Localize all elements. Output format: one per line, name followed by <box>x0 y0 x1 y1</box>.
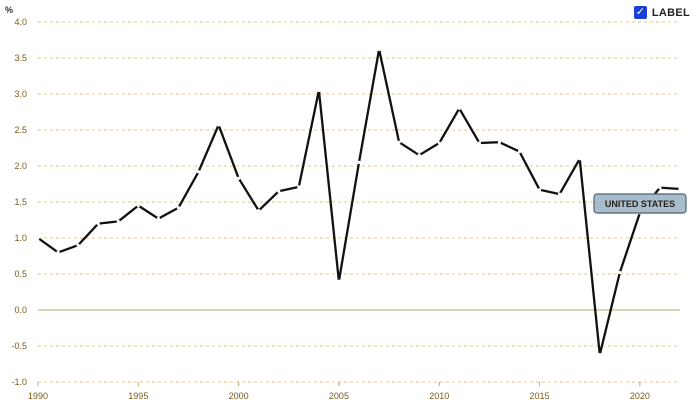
data-point <box>457 106 461 110</box>
data-point <box>417 153 421 157</box>
y-tick-label: 0.5 <box>14 269 27 279</box>
data-point <box>156 216 160 221</box>
data-point <box>136 204 140 208</box>
label-checkbox[interactable]: ✓ <box>633 6 647 19</box>
y-tick-label: 3.5 <box>14 53 27 63</box>
data-point <box>216 123 221 127</box>
x-tick-label: 1990 <box>28 391 48 401</box>
x-axis-ticks: 1990 1995 2000 2005 2010 2015 2020 <box>28 382 650 401</box>
data-point <box>598 353 602 357</box>
x-tick-label: 2020 <box>630 391 650 401</box>
data-point <box>196 170 201 174</box>
y-tick-label: -1.0 <box>11 377 27 387</box>
label-toggle[interactable]: ✓ LABEL <box>633 6 690 19</box>
data-point <box>578 157 582 161</box>
data-point <box>658 186 662 190</box>
data-point <box>357 160 361 164</box>
data-point <box>397 140 401 144</box>
y-axis-ticks: 4.0 3.5 3.0 2.5 2.0 1.5 1.0 0.5 0.0 -0.5 -1.0 <box>11 17 27 387</box>
x-tick-label: 2015 <box>530 391 550 401</box>
series-united-states <box>36 47 682 357</box>
y-tick-label: 1.0 <box>14 233 27 243</box>
checkmark-icon: ✓ <box>635 6 645 18</box>
data-point <box>277 189 281 193</box>
data-point <box>56 250 60 254</box>
series-label-united-states: UNITED STATES <box>593 193 687 214</box>
x-tick-label: 2010 <box>429 391 449 401</box>
x-tick-label: 2000 <box>229 391 249 401</box>
series-label-text: UNITED STATES <box>605 199 675 209</box>
data-point <box>537 188 542 192</box>
data-point <box>377 47 381 51</box>
data-point <box>618 270 622 275</box>
y-tick-label: 1.5 <box>14 197 27 207</box>
data-point <box>237 176 241 180</box>
data-point <box>437 141 441 145</box>
label-toggle-text: LABEL <box>651 6 690 19</box>
gridlines <box>38 21 680 383</box>
data-point <box>36 236 40 240</box>
series-label-box <box>593 193 687 214</box>
data-point <box>477 141 481 145</box>
y-tick-label: 3.0 <box>14 89 27 99</box>
data-point <box>337 279 341 283</box>
y-tick-label: 0.0 <box>14 305 27 315</box>
data-point <box>257 209 261 213</box>
y-tick-label: 4.0 <box>14 17 27 27</box>
data-point <box>76 243 80 247</box>
data-point <box>497 140 502 144</box>
y-tick-label: 2.5 <box>14 125 27 135</box>
data-point <box>96 222 100 226</box>
data-point <box>517 150 522 154</box>
data-point <box>317 88 321 92</box>
data-point <box>678 187 682 191</box>
y-tick-label: 2.0 <box>14 161 27 171</box>
y-axis-unit-label: % <box>5 5 13 15</box>
x-tick-label: 1995 <box>128 391 148 401</box>
data-point <box>558 192 562 196</box>
y-tick-label: -0.5 <box>11 341 27 351</box>
x-tick-label: 2005 <box>329 391 349 401</box>
data-point <box>176 206 181 210</box>
data-point <box>297 185 301 189</box>
data-point <box>116 219 120 224</box>
